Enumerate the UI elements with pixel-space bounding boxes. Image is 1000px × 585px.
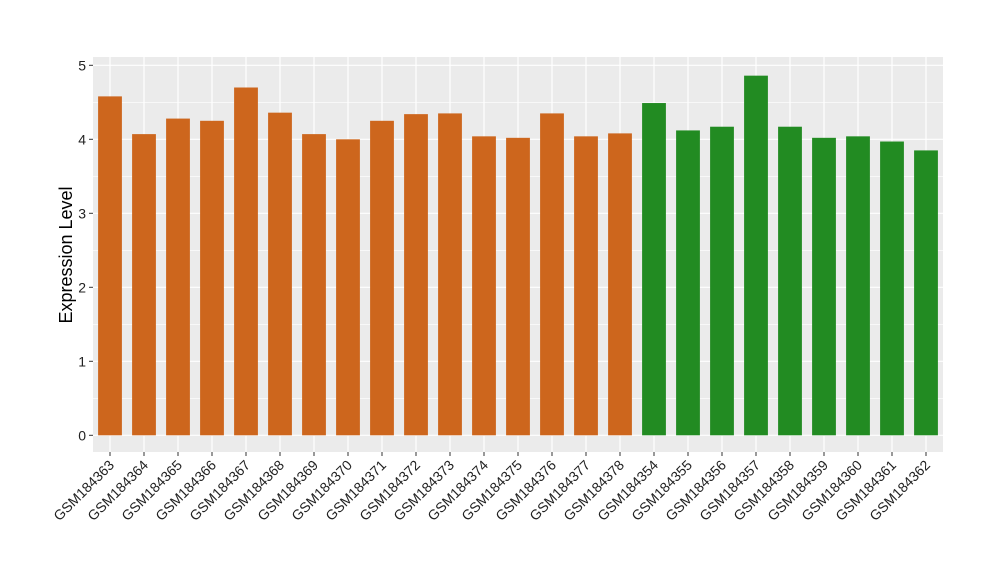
bar-GSM184372 xyxy=(404,114,428,436)
y-axis: 0 1 2 3 4 5 xyxy=(78,57,93,443)
bar-GSM184378 xyxy=(608,133,632,436)
bar-GSM184370 xyxy=(336,139,360,436)
bar-GSM184355 xyxy=(676,130,700,436)
bar-GSM184364 xyxy=(132,134,156,436)
y-tick-label: 3 xyxy=(78,205,86,221)
bar-GSM184368 xyxy=(268,112,292,436)
y-tick-label: 4 xyxy=(78,131,86,147)
bar-GSM184363 xyxy=(98,96,122,436)
bar-GSM184357 xyxy=(744,75,768,436)
bar-GSM184376 xyxy=(540,113,564,436)
y-tick-label: 0 xyxy=(78,427,86,443)
y-tick-label: 1 xyxy=(78,353,86,369)
bar-GSM184359 xyxy=(812,137,836,436)
x-axis: GSM184363GSM184364GSM184365GSM184366GSM1… xyxy=(50,452,933,524)
bar-GSM184367 xyxy=(234,87,258,436)
bar-GSM184375 xyxy=(506,137,530,436)
bar-GSM184365 xyxy=(166,118,190,436)
bar-GSM184377 xyxy=(574,136,598,436)
bar-GSM184356 xyxy=(710,126,734,436)
bar-GSM184362 xyxy=(914,150,938,436)
bar-GSM184360 xyxy=(846,136,870,436)
y-axis-label: Expression Level xyxy=(56,186,76,323)
bar-GSM184369 xyxy=(302,134,326,436)
bar-GSM184366 xyxy=(200,120,224,436)
bar-GSM184373 xyxy=(438,113,462,436)
bar-GSM184361 xyxy=(880,141,904,436)
y-tick-label: 5 xyxy=(78,57,86,73)
bar-GSM184358 xyxy=(778,126,802,436)
bar-GSM184371 xyxy=(370,120,394,436)
bar-GSM184374 xyxy=(472,136,496,436)
y-tick-label: 2 xyxy=(78,279,86,295)
bars xyxy=(98,75,938,436)
bar-GSM184354 xyxy=(642,103,666,436)
